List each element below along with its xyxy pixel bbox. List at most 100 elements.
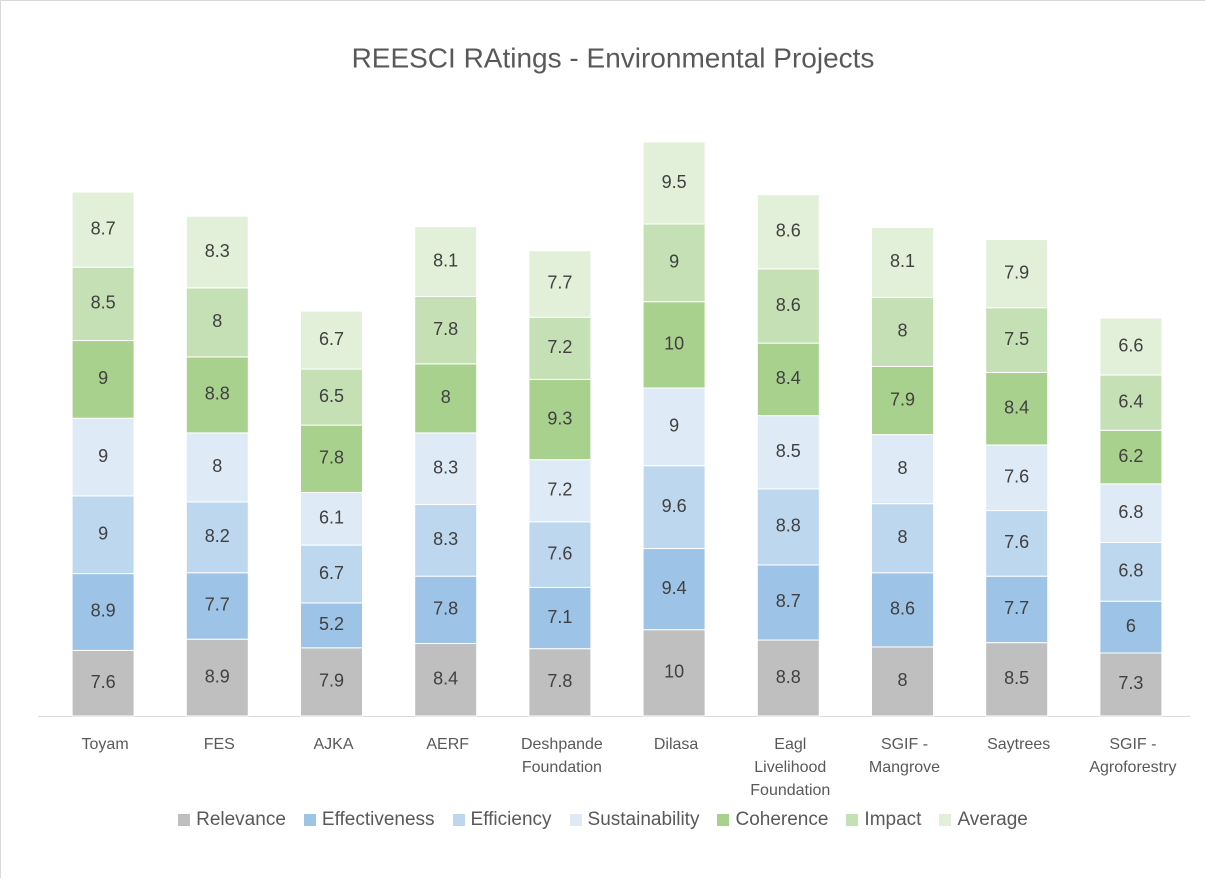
bar-segment — [528, 378, 592, 461]
data-label: 6.8 — [1118, 561, 1143, 581]
data-label: 6.8 — [1118, 502, 1143, 522]
data-label: 8.6 — [890, 599, 915, 619]
data-label: 7.3 — [1118, 673, 1143, 693]
bar-segment — [185, 572, 249, 640]
bar-segment — [71, 649, 135, 717]
data-label: 7.6 — [1004, 532, 1029, 552]
data-label: 5.2 — [319, 614, 344, 634]
data-label: 9 — [98, 446, 108, 466]
data-label: 8 — [897, 527, 907, 547]
legend-swatch — [178, 814, 191, 826]
x-tick-label: AJKA — [313, 736, 354, 753]
data-label: 8.3 — [205, 241, 230, 261]
data-label: 6.1 — [319, 508, 344, 528]
data-label: 8.4 — [433, 668, 458, 688]
bar-segment — [985, 444, 1049, 512]
bar-segment — [642, 223, 706, 303]
data-label: 8.6 — [776, 221, 801, 241]
bar-segment — [414, 432, 478, 506]
bar-segment — [528, 521, 592, 588]
bar-segment — [414, 504, 478, 577]
bar-segment — [300, 310, 363, 370]
bar-segment — [185, 432, 249, 503]
data-label: 7.8 — [547, 671, 572, 691]
data-label: 7.9 — [890, 389, 915, 409]
data-label: 7.5 — [1004, 329, 1029, 349]
data-label: 8 — [897, 458, 907, 478]
bar-segment — [871, 503, 934, 574]
legend-swatch — [846, 814, 859, 826]
data-label: 7.2 — [547, 337, 572, 357]
bar-segment — [528, 250, 592, 318]
legend-swatch — [303, 814, 316, 826]
data-label: 7.2 — [547, 479, 572, 499]
data-label: 7.6 — [91, 672, 116, 692]
chart-title: REESCI RAtings - Environmental Projects — [352, 42, 875, 73]
legend-item: Impact — [846, 809, 921, 831]
data-label: 6.7 — [319, 329, 344, 349]
bar-segment — [871, 434, 934, 505]
x-tick-label: AERF — [426, 736, 470, 753]
bar-segment — [642, 629, 706, 717]
bar-segment — [300, 647, 363, 717]
data-label: 8.1 — [433, 250, 458, 270]
bar-segment — [1099, 317, 1163, 376]
data-label: 8.8 — [205, 384, 230, 404]
bar-segment — [756, 564, 820, 641]
data-label: 8 — [212, 456, 222, 476]
data-label: 8 — [897, 321, 907, 341]
data-label: 8 — [897, 670, 907, 690]
x-tick-label: Deshpande Foundation — [520, 736, 603, 776]
bar-segment — [414, 226, 478, 298]
bar-segment — [1099, 542, 1163, 602]
bar-segment — [871, 646, 934, 717]
data-label: 6.4 — [1118, 391, 1143, 411]
data-label: 8.3 — [433, 529, 458, 549]
data-label: 8.7 — [776, 591, 801, 611]
bar-segment — [985, 575, 1049, 644]
bar-segment — [1099, 600, 1163, 654]
legend-label: Average — [957, 809, 1028, 830]
bar-segment — [756, 194, 820, 270]
data-label: 7.9 — [319, 671, 344, 691]
bar-segment — [185, 638, 249, 717]
data-label: 7.7 — [1004, 598, 1029, 618]
data-label: 9 — [98, 368, 108, 388]
data-label: 6.2 — [1118, 446, 1143, 466]
legend: Relevance Effectiveness Efficiency Sustaina… — [0, 809, 1206, 831]
bar-segment — [185, 501, 249, 574]
bar-segment — [871, 365, 934, 436]
data-label: 6.7 — [319, 563, 344, 583]
data-label: 7.1 — [547, 607, 572, 627]
data-label: 10 — [664, 662, 684, 682]
data-label: 10 — [664, 334, 684, 354]
x-tick-label: Eagl Livelihood Foundation — [750, 736, 831, 799]
data-label: 7.8 — [433, 599, 458, 619]
bar-segment — [185, 215, 249, 289]
legend-label: Impact — [864, 809, 922, 830]
legend-swatch — [717, 814, 730, 826]
data-label: 8.2 — [205, 526, 230, 546]
legend-label: Coherence — [735, 809, 829, 830]
x-tick-label: Saytrees — [987, 736, 1051, 753]
data-label: 8.5 — [91, 293, 116, 313]
legend-label: Sustainability — [587, 809, 700, 830]
bar-segment — [1099, 429, 1163, 485]
bar-segment — [71, 266, 135, 342]
legend-swatch — [939, 814, 952, 826]
legend-label: Relevance — [196, 809, 286, 830]
bar-segment — [300, 424, 363, 493]
data-label: 7.7 — [205, 595, 230, 615]
bar-segment — [985, 307, 1049, 373]
bar-segment — [71, 340, 135, 419]
bar-segment — [985, 510, 1049, 577]
data-label: 9 — [98, 523, 108, 543]
bar-segment — [1099, 652, 1163, 717]
data-label: 7.8 — [433, 319, 458, 339]
bar-segment — [185, 287, 249, 358]
data-label: 7.9 — [1004, 262, 1029, 282]
bar-segment — [71, 573, 135, 651]
data-label: 9.5 — [662, 172, 687, 192]
